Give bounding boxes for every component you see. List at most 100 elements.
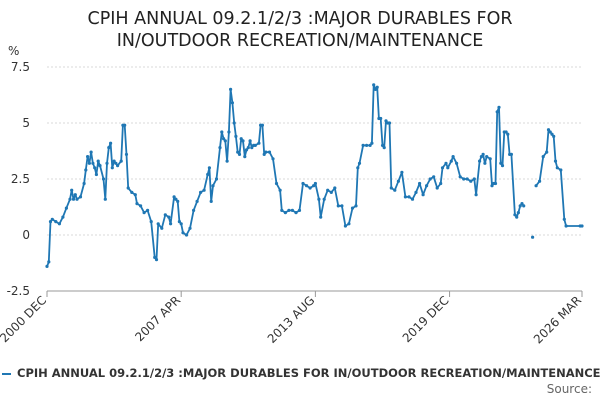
data-point: [317, 197, 321, 201]
data-point: [343, 224, 347, 228]
data-point: [435, 186, 439, 190]
data-point: [126, 186, 130, 190]
x-tick-label: 2000 DEC: [0, 293, 49, 345]
data-point: [382, 146, 386, 150]
x-axis: 2000 DEC 2007 APR 2013 AUG 2019 DEC 2026 MAR: [0, 290, 584, 346]
data-point: [109, 141, 113, 145]
data-point: [110, 166, 114, 170]
data-point: [179, 222, 183, 226]
data-point: [444, 161, 448, 165]
data-point: [260, 123, 264, 127]
data-point: [283, 211, 287, 215]
data-point: [553, 159, 558, 163]
data-point: [564, 224, 568, 228]
data-point: [87, 161, 91, 165]
data-point: [370, 141, 374, 145]
data-point: [146, 208, 150, 212]
data-point: [184, 233, 189, 237]
data-point: [86, 155, 90, 159]
data-point: [439, 181, 443, 186]
data-point: [124, 152, 129, 156]
data-point: [294, 211, 298, 215]
data-point: [241, 139, 245, 143]
data-point: [478, 159, 482, 163]
data-point: [418, 181, 422, 186]
data-point: [515, 215, 519, 219]
data-point: [396, 179, 400, 183]
series-path: [46, 84, 582, 267]
data-point: [462, 177, 466, 181]
data-point: [94, 172, 98, 177]
data-point: [389, 186, 393, 190]
data-point: [290, 208, 294, 212]
data-point: [239, 137, 243, 141]
data-point: [393, 188, 397, 192]
data-point: [160, 226, 164, 230]
y-axis-ticks: -2.5 0 2.5 5 7.5: [7, 60, 30, 298]
data-point: [520, 202, 524, 206]
data-point: [68, 197, 72, 201]
y-tick-label: 5: [22, 116, 30, 130]
data-point: [271, 157, 275, 161]
data-point: [499, 161, 503, 165]
source-label: Source:: [546, 382, 592, 396]
data-point: [274, 181, 279, 186]
data-point: [384, 119, 388, 123]
data-point: [350, 206, 355, 210]
chart-title-line-2: IN/OUTDOOR RECREATION/MAINTENANCE: [116, 31, 484, 51]
data-point: [446, 166, 450, 170]
data-point: [301, 181, 305, 186]
data-point: [506, 132, 510, 136]
data-point: [112, 159, 116, 163]
data-point: [410, 197, 415, 201]
data-point: [262, 152, 266, 156]
data-point: [555, 166, 559, 170]
data-point: [278, 188, 282, 192]
data-point: [234, 134, 238, 138]
data-point: [257, 141, 261, 145]
data-point: [214, 177, 219, 181]
data-point: [483, 161, 487, 165]
chart-title-line-1: CPIH ANNUAL 09.2.1/2/3 :MAJOR DURABLES F…: [87, 9, 513, 29]
data-point: [70, 188, 74, 192]
data-point: [333, 186, 337, 190]
legend: CPIH ANNUAL 09.2.1/2/3 :MAJOR DURABLES F…: [2, 365, 600, 381]
data-point: [149, 220, 153, 224]
data-point: [177, 220, 181, 224]
data-point: [167, 215, 171, 219]
data-point: [211, 184, 215, 188]
data-point: [356, 166, 360, 170]
data-point: [538, 179, 542, 183]
data-point: [61, 215, 65, 219]
y-axis-label: %: [8, 44, 19, 58]
legend-swatch: [2, 372, 11, 375]
data-point: [372, 83, 376, 87]
data-point: [580, 224, 584, 228]
data-point: [481, 152, 485, 156]
x-tick-label: 2007 APR: [132, 293, 183, 344]
data-point: [400, 170, 404, 174]
data-point: [513, 213, 517, 217]
data-point: [458, 175, 462, 179]
data-point: [379, 116, 383, 121]
data-point: [562, 217, 566, 221]
data-point: [116, 164, 120, 168]
data-point: [119, 159, 123, 163]
data-point: [297, 208, 302, 212]
data-point: [209, 199, 213, 203]
data-point: [493, 181, 498, 186]
data-point: [227, 130, 231, 134]
x-tick-label: 2019 DEC: [400, 293, 452, 345]
data-point: [139, 204, 143, 208]
data-point: [432, 175, 436, 179]
data-point: [319, 215, 323, 219]
data-point: [472, 177, 476, 181]
data-point: [407, 195, 411, 199]
data-point: [322, 197, 326, 201]
data-point: [541, 155, 545, 159]
data-point: [548, 130, 552, 134]
data-point: [64, 206, 68, 210]
y-tick-label: 7.5: [11, 60, 30, 74]
data-point: [414, 190, 418, 194]
